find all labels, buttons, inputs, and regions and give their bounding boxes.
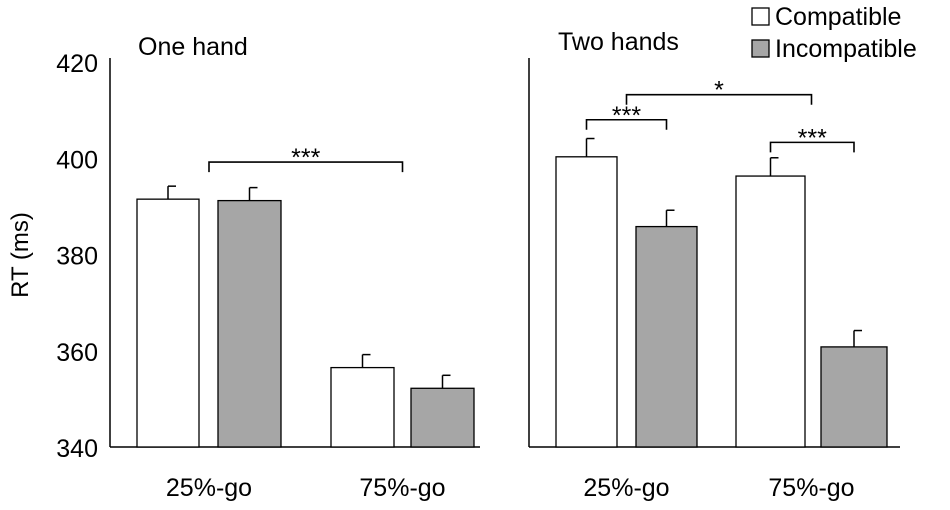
bar — [136, 198, 200, 448]
legend-swatch — [751, 39, 770, 58]
x-tick-label: 25%-go — [166, 474, 252, 502]
significance-label: *** — [291, 144, 320, 172]
bar — [410, 387, 475, 448]
legend-swatch — [751, 7, 770, 26]
significance-label: * — [714, 77, 724, 105]
panel-title: One hand — [138, 33, 248, 61]
x-tick-label: 75%-go — [359, 474, 445, 502]
significance-bracket — [625, 93, 813, 105]
panel-title: Two hands — [558, 28, 679, 56]
bar — [330, 366, 395, 448]
significance-label: *** — [798, 124, 827, 152]
y-axis-label: RT (ms) — [7, 212, 34, 298]
x-tick-label: 25%-go — [583, 474, 669, 502]
significance-label: *** — [612, 102, 641, 130]
significance-bracket — [208, 161, 404, 173]
y-tick-label: 360 — [56, 339, 98, 367]
significance-bracket — [769, 141, 855, 153]
significance-bracket — [585, 118, 668, 130]
bar — [555, 156, 618, 448]
bar — [735, 175, 806, 448]
bar — [820, 346, 888, 448]
legend-label: Compatible — [775, 3, 901, 31]
y-tick-label: 400 — [56, 146, 98, 174]
bar — [635, 225, 698, 448]
x-tick-label: 75%-go — [768, 474, 854, 502]
legend-label: Incompatible — [775, 35, 917, 63]
bar — [217, 199, 282, 448]
y-tick-label: 340 — [56, 435, 98, 463]
y-tick-label: 420 — [56, 50, 98, 78]
y-tick-label: 380 — [56, 243, 98, 271]
